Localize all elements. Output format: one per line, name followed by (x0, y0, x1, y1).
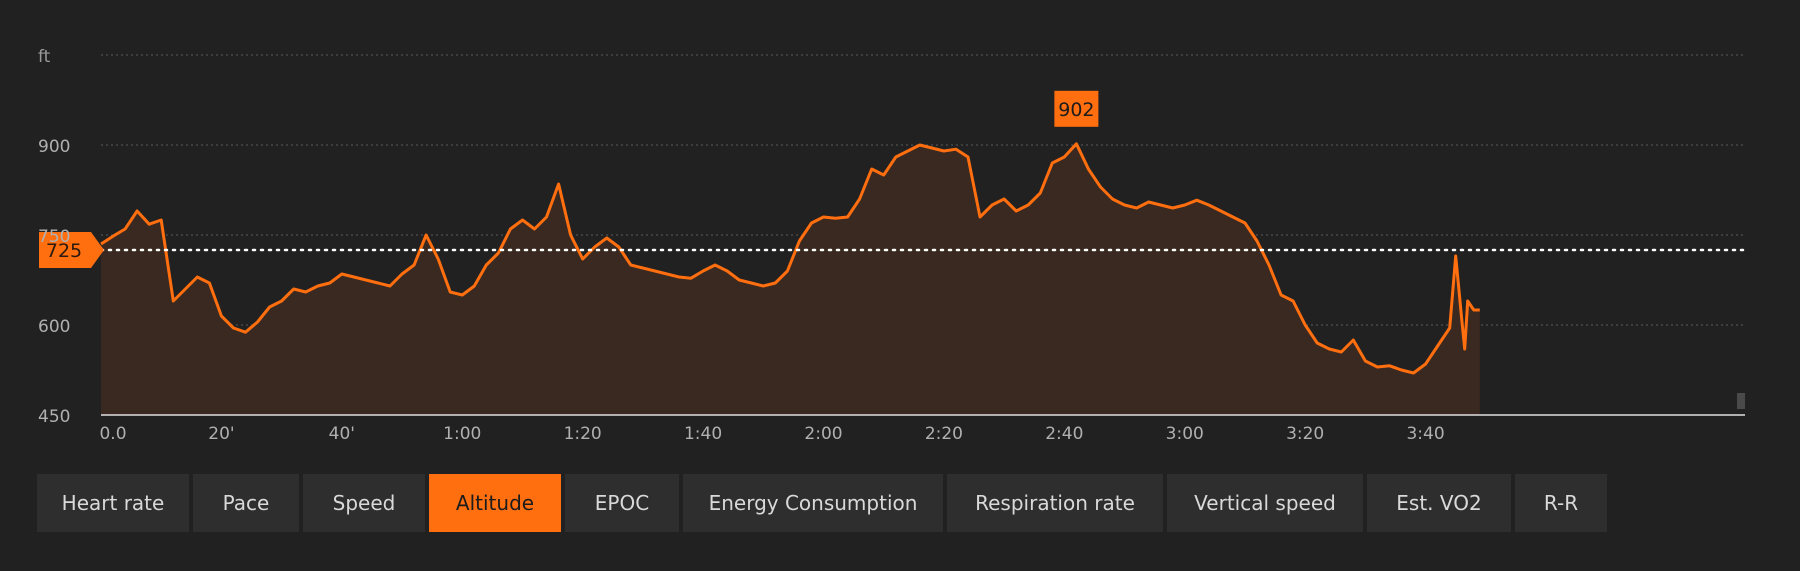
tab-speed[interactable]: Speed (303, 474, 425, 532)
x-tick-label: 1:20 (564, 424, 602, 444)
reference-label: 725 (46, 240, 82, 262)
x-tick-label: 2:00 (804, 424, 842, 444)
x-tick-label: 2:40 (1045, 424, 1083, 444)
tab-epoc[interactable]: EPOC (565, 474, 679, 532)
altitude-line (100, 142, 1480, 375)
y-tick-label: 600 (38, 317, 70, 337)
y-tick-label: 750 (38, 227, 70, 247)
tab-energy-consumption[interactable]: Energy Consumption (683, 474, 943, 532)
tab-vertical-speed[interactable]: Vertical speed (1167, 474, 1363, 532)
y-tick-label: 900 (38, 137, 70, 157)
x-tick-label: 20' (208, 424, 234, 444)
x-tick-label: 3:40 (1406, 424, 1444, 444)
x-tick-label: 1:00 (443, 424, 481, 444)
peak-label: 902 (1058, 99, 1094, 121)
y-axis-labels: ft 450 600 750 900 (38, 47, 70, 427)
x-tick-label: 3:00 (1166, 424, 1204, 444)
area-fill (101, 143, 1480, 416)
tab-heart-rate[interactable]: Heart rate (37, 474, 189, 532)
tab-r-r[interactable]: R-R (1515, 474, 1607, 532)
scroll-handle (1737, 393, 1745, 409)
metric-tabs: Heart rate Pace Speed Altitude EPOC Energy Co… (37, 474, 1607, 532)
reference-label-tag (39, 232, 104, 268)
altitude-area (100, 142, 1745, 416)
x-tick-label: 40' (329, 424, 355, 444)
x-tick-label: 1:40 (684, 424, 722, 444)
y-axis-unit: ft (38, 47, 51, 67)
y-tick-label: 450 (38, 407, 70, 427)
altitude-chart: 725 ft 450 600 750 900 0.0 20' 40' 1:00 1:20 1:40… (38, 47, 1747, 444)
x-tick-label: 0.0 (99, 424, 126, 444)
tab-est-vo2[interactable]: Est. VO2 (1367, 474, 1511, 532)
x-tick-label: 3:20 (1286, 424, 1324, 444)
tab-altitude[interactable]: Altitude (429, 474, 561, 532)
chart-markers: 902 (1054, 90, 1745, 409)
peak-label-box (1054, 90, 1099, 127)
tab-respiration-rate[interactable]: Respiration rate (947, 474, 1163, 532)
x-tick-label: 2:20 (925, 424, 963, 444)
x-axis-labels: 0.0 20' 40' 1:00 1:20 1:40 2:00 2:20 2:40 3:00 3:2… (99, 424, 1444, 444)
tab-pace[interactable]: Pace (193, 474, 299, 532)
reference-line: 725 (39, 232, 1747, 268)
